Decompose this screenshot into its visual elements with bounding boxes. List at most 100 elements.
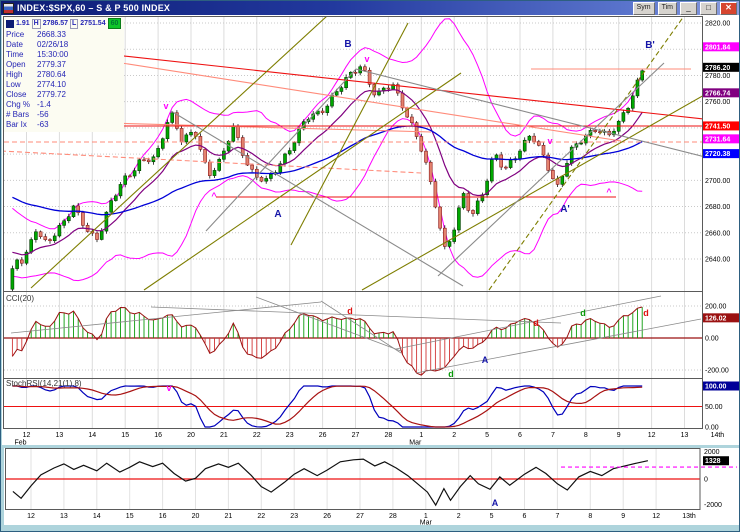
stochrsi-panel-label: StochRSI(14,21(1),8) — [6, 379, 82, 388]
tim-button[interactable]: Tim — [657, 1, 677, 15]
session-high: 2786.57 — [42, 19, 68, 27]
svg-text:7: 7 — [551, 432, 555, 439]
svg-text:-2000: -2000 — [704, 502, 722, 509]
svg-text:50.00: 50.00 — [705, 404, 723, 411]
svg-text:v: v — [166, 383, 171, 393]
svg-text:15: 15 — [126, 513, 134, 520]
svg-text:A: A — [274, 209, 281, 220]
svg-text:16: 16 — [159, 513, 167, 520]
svg-text:Mar: Mar — [409, 440, 422, 447]
info-row-label: Price — [6, 30, 25, 39]
panel-borders — [3, 16, 703, 510]
info-row: Open 2779.37 — [6, 60, 121, 70]
info-row-label: Chg % — [6, 100, 31, 109]
wave-annotations: B B' A A' v v v ^ ^ d d d d d Av A — [163, 39, 654, 508]
sym-button[interactable]: Sym — [632, 1, 655, 15]
cci-panel-label: CCI(20) — [6, 294, 35, 303]
svg-text:20: 20 — [192, 513, 200, 520]
info-row: Bar Ix -63 — [6, 120, 121, 130]
stochrsi-panel — [4, 385, 702, 428]
info-row-value: 2779.72 — [37, 90, 66, 99]
low-label: L — [70, 18, 79, 29]
info-row-label: Open — [6, 60, 26, 69]
svg-text:0: 0 — [704, 477, 708, 484]
info-row-label: Bar Ix — [6, 120, 27, 129]
info-row-label: # Bars — [6, 110, 30, 119]
info-row-value: 2780.64 — [37, 70, 66, 79]
info-row-label: High — [6, 70, 23, 79]
interval-badge: 60 — [107, 18, 122, 29]
svg-text:15: 15 — [121, 432, 129, 439]
svg-text:2720.38: 2720.38 — [705, 151, 730, 158]
svg-text:21: 21 — [225, 513, 233, 520]
svg-text:d: d — [448, 369, 454, 379]
osc-axis: 2000 0 -2000 1328 — [703, 449, 729, 509]
svg-text:d: d — [643, 308, 649, 318]
svg-text:12: 12 — [23, 432, 31, 439]
info-row-value: -56 — [37, 110, 49, 119]
close-button[interactable]: ✕ — [720, 1, 737, 15]
info-row-value: -1.4 — [37, 100, 51, 109]
cci-axis: 200.00 0.00 -200.00 126.02 — [703, 304, 739, 375]
svg-text:12: 12 — [648, 432, 656, 439]
svg-text:28: 28 — [385, 432, 393, 439]
info-row: Close 2779.72 — [6, 90, 121, 100]
maximize-button[interactable]: □ — [700, 1, 717, 15]
svg-text:6: 6 — [518, 432, 522, 439]
svg-text:A: A — [492, 498, 499, 508]
svg-text:28: 28 — [389, 513, 397, 520]
svg-text:1: 1 — [419, 432, 423, 439]
svg-text:1: 1 — [424, 513, 428, 520]
svg-text:2700.00: 2700.00 — [705, 178, 730, 185]
svg-text:16: 16 — [154, 432, 162, 439]
svg-text:2680.00: 2680.00 — [705, 204, 730, 211]
info-row-value: 2668.33 — [37, 30, 66, 39]
svg-text:22: 22 — [253, 432, 261, 439]
svg-text:8: 8 — [584, 432, 588, 439]
svg-text:26: 26 — [319, 432, 327, 439]
trend-lines — [4, 17, 702, 291]
session-summary-row: 1.91 H 2786.57 L 2751.54 60 — [6, 18, 122, 29]
svg-text:100.00: 100.00 — [705, 384, 727, 391]
high-label: H — [31, 18, 41, 29]
svg-text:9: 9 — [617, 432, 621, 439]
svg-text:2731.64: 2731.64 — [705, 136, 730, 143]
svg-text:23: 23 — [290, 513, 298, 520]
info-row-label: Date — [6, 40, 23, 49]
svg-text:5: 5 — [490, 513, 494, 520]
svg-text:v: v — [547, 136, 552, 146]
svg-text:2820.00: 2820.00 — [705, 21, 730, 28]
price-axis: 2820.00 2780.00 2760.00 2700.00 2680.00 2660.… — [703, 21, 739, 264]
svg-text:20: 20 — [187, 432, 195, 439]
svg-text:d: d — [347, 306, 353, 316]
svg-text:22: 22 — [257, 513, 265, 520]
svg-text:d: d — [580, 308, 586, 318]
svg-text:13th: 13th — [682, 513, 696, 520]
svg-text:13: 13 — [56, 432, 64, 439]
info-row-label: Low — [6, 80, 21, 89]
svg-text:v: v — [364, 54, 369, 64]
svg-text:23: 23 — [286, 432, 294, 439]
svg-text:2: 2 — [457, 513, 461, 520]
info-row-value: -63 — [37, 120, 49, 129]
svg-text:14th: 14th — [711, 432, 725, 439]
title-bar[interactable]: INDEX:$SPX,60 – S & P 500 INDEX Sym Tim … — [1, 1, 739, 15]
window-title: INDEX:$SPX,60 – S & P 500 INDEX — [17, 3, 171, 13]
marker-icon — [6, 19, 14, 28]
info-row-label: Time — [6, 50, 24, 59]
info-row: Date 02/26/18 — [6, 40, 121, 50]
svg-text:-200.00: -200.00 — [705, 368, 729, 375]
svg-text:7: 7 — [555, 513, 559, 520]
svg-text:2786.20: 2786.20 — [705, 65, 730, 72]
svg-text:200.00: 200.00 — [705, 304, 727, 311]
info-rows: Price 2668.33 Date 02/26/18 Time 15:30:00 Open… — [6, 30, 121, 130]
info-row: Low 2774.10 — [6, 80, 121, 90]
minimize-button[interactable]: _ — [680, 1, 697, 15]
svg-text:B': B' — [645, 40, 655, 51]
svg-text:A: A — [482, 355, 489, 365]
svg-text:2: 2 — [452, 432, 456, 439]
svg-text:6: 6 — [523, 513, 527, 520]
svg-text:d: d — [533, 318, 539, 328]
info-row-value: 15:30:00 — [37, 50, 69, 59]
